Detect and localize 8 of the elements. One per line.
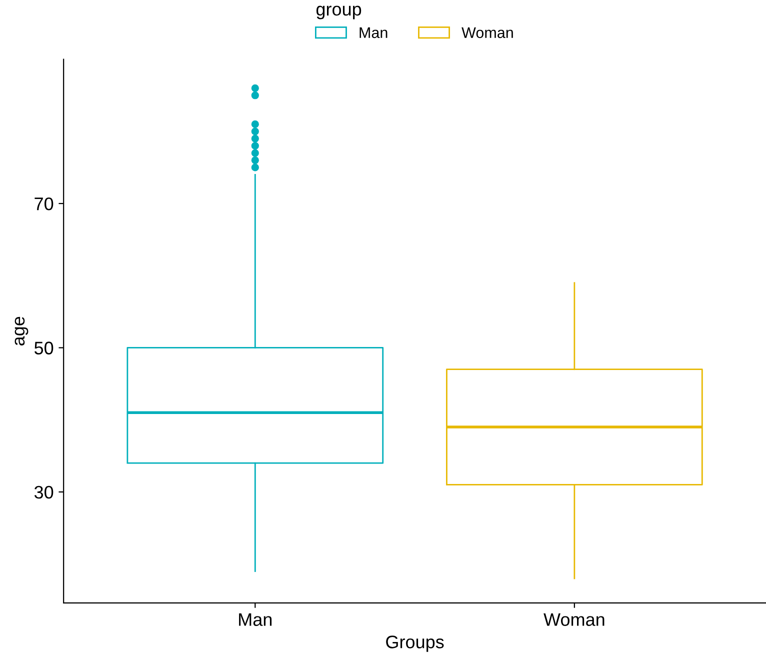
y-tick-label: 30 <box>34 486 54 499</box>
legend-title: group <box>316 6 362 20</box>
y-tick-label: 50 <box>34 342 54 354</box>
legend-label: Woman <box>462 27 513 38</box>
y-tick-label: 70 <box>34 197 54 210</box>
x-axis-title: Groups <box>386 636 444 652</box>
y-axis-title: age <box>14 316 28 346</box>
legend-label: Man <box>360 27 388 38</box>
